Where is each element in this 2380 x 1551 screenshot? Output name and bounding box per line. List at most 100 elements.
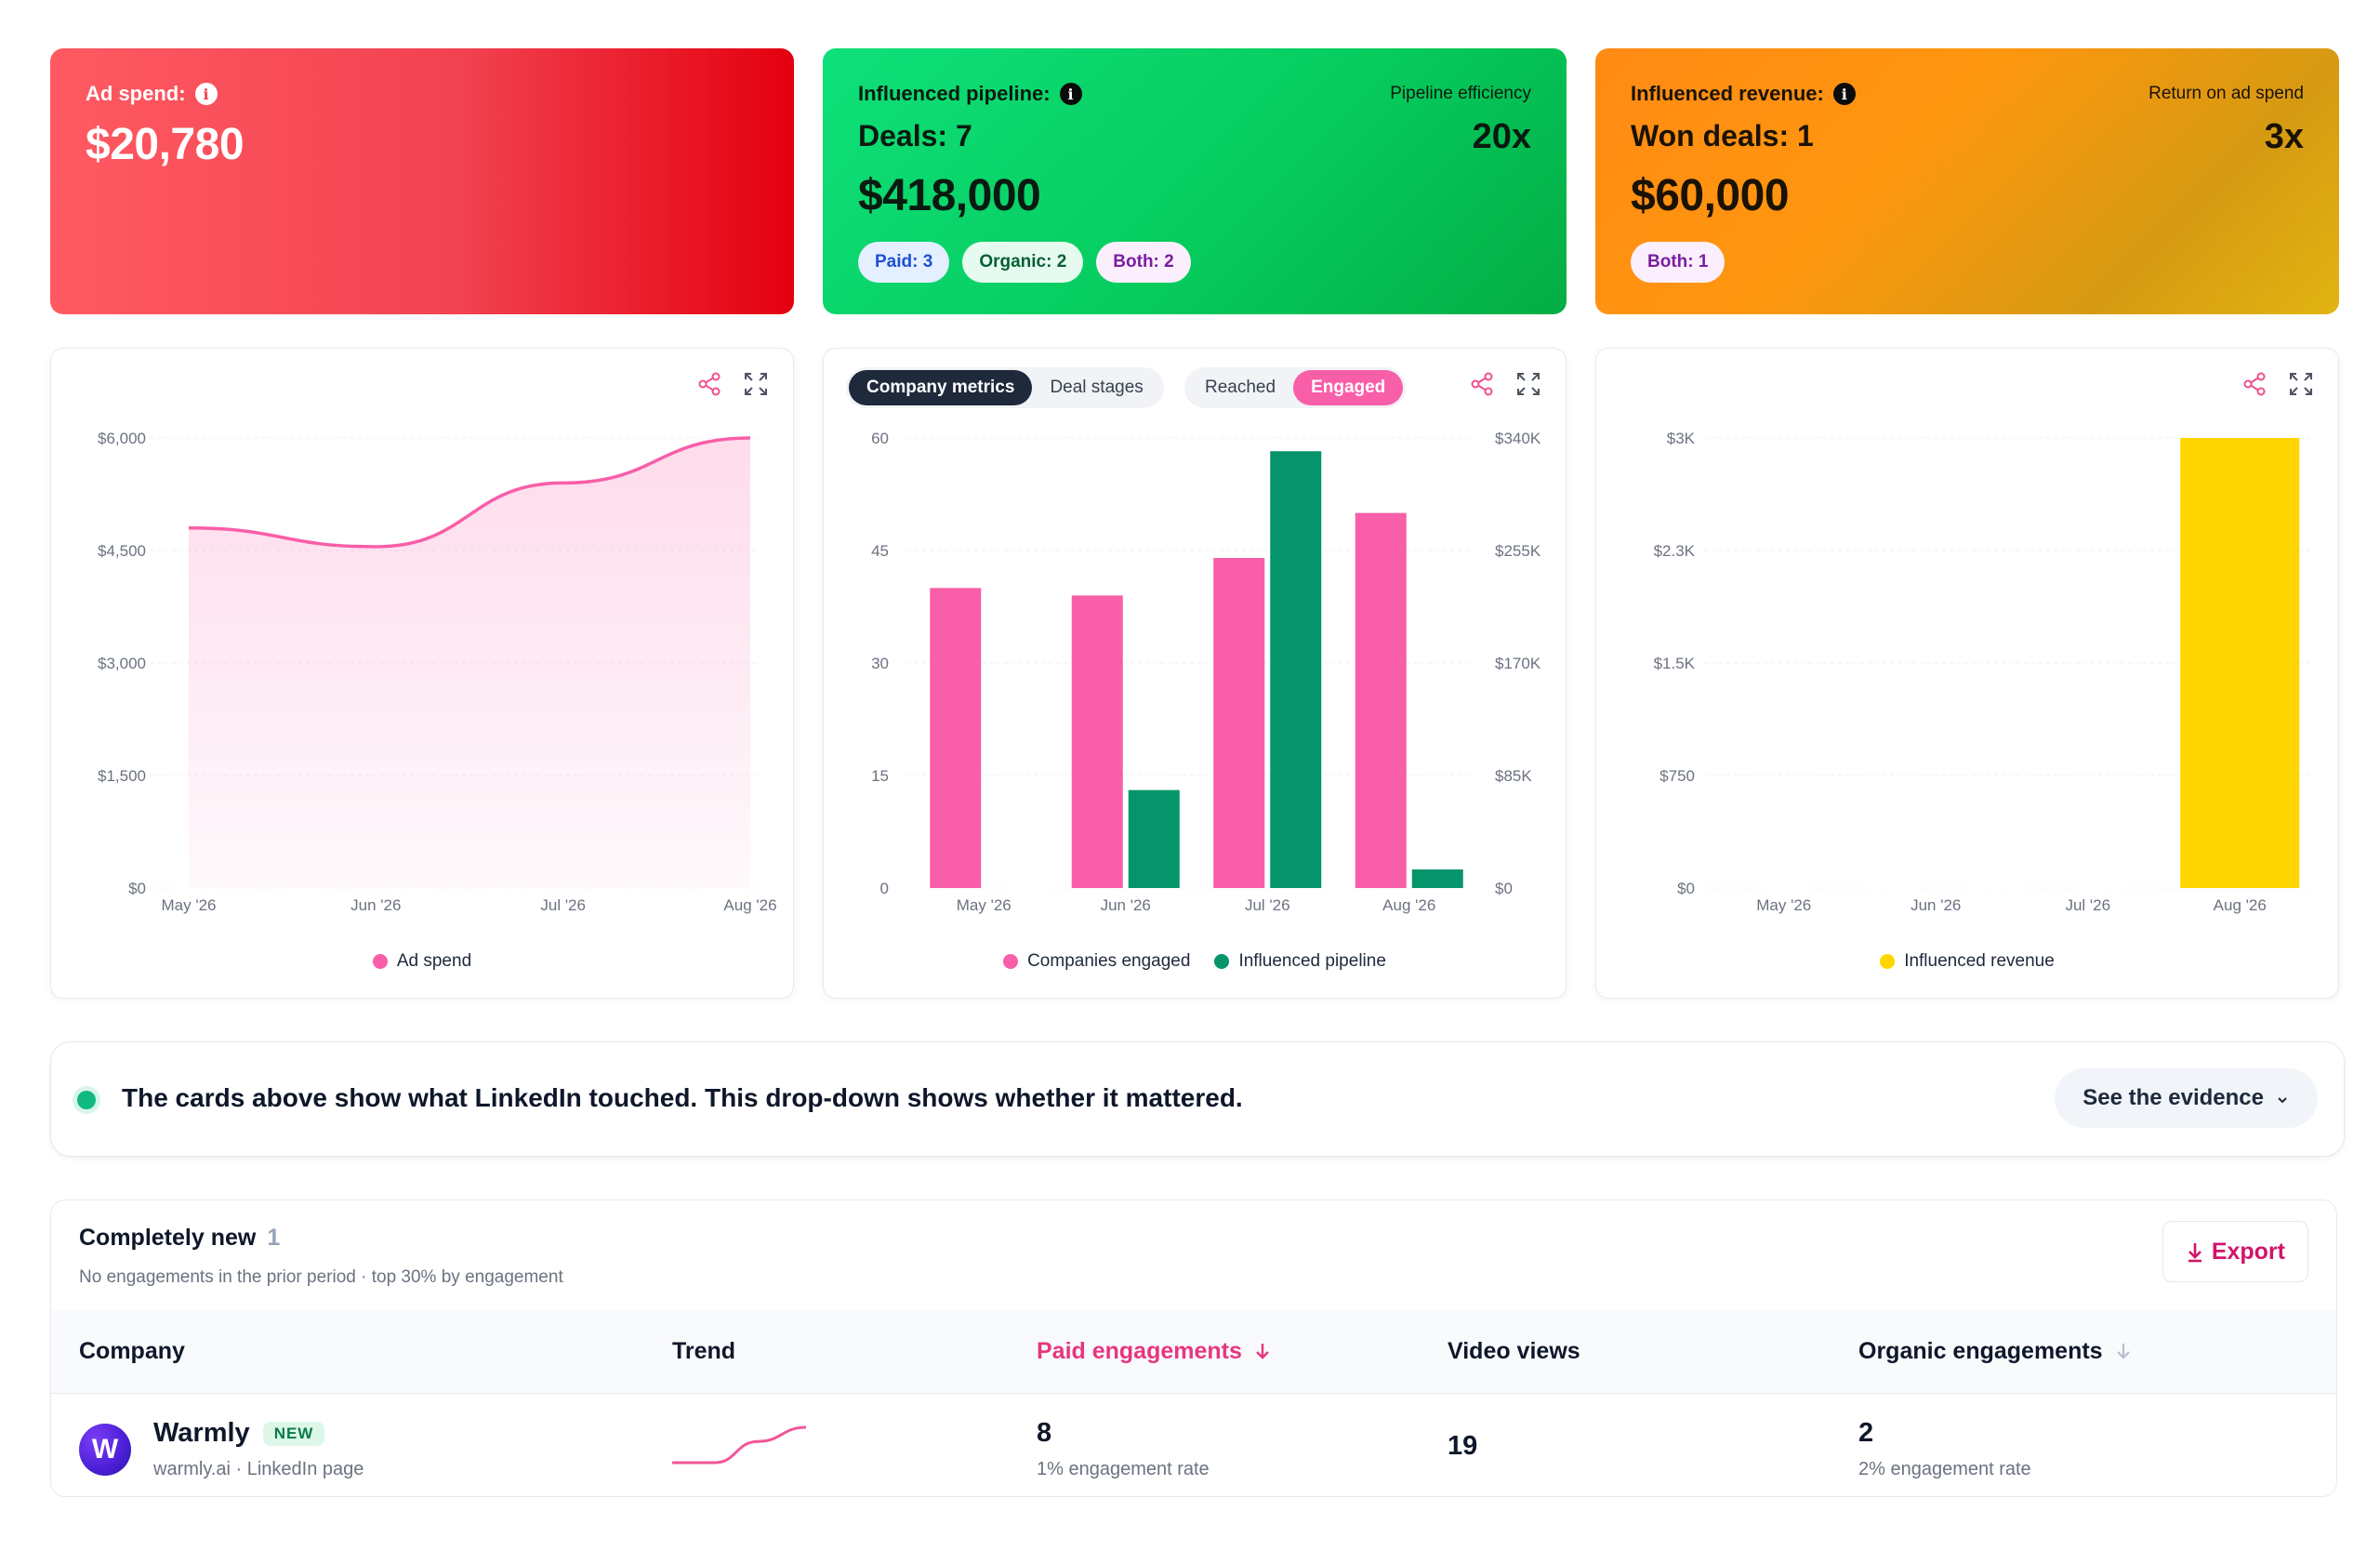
revenue-deals: Won deals: 1 [1631,119,1814,152]
column-paid-engagements[interactable]: Paid engagements [1037,1338,1271,1365]
x-tick-label: Jul '26 [540,896,586,914]
info-icon[interactable]: i [1832,83,1856,105]
paid-engagements-value: 8 [1037,1418,1052,1448]
legend-item[interactable]: Influenced revenue [1880,951,2055,972]
both-pill[interactable]: Both: 2 [1096,242,1191,283]
expand-icon[interactable] [2284,367,2318,401]
tab-company-metrics[interactable]: Company metrics [849,370,1033,405]
tab-engaged[interactable]: Engaged [1293,370,1404,405]
export-label: Export [2211,1238,2285,1265]
revenue-legend: Influenced revenue [1596,951,2338,972]
status-dot [77,1091,96,1109]
pipeline-efficiency: Pipeline efficiency 20x [1390,84,1531,157]
tab-deal-stages[interactable]: Deal stages [1050,378,1144,397]
x-tick-label: Aug '26 [1382,896,1435,914]
banner-text: The cards above show what LinkedIn touch… [122,1083,1243,1112]
y-tick-label-left: 15 [871,767,889,785]
y-tick-label-right: $85K [1495,767,1532,785]
company-metrics-chart-card: Company metrics Deal stages Reached Enga… [823,348,1567,999]
info-icon[interactable]: i [194,83,218,105]
x-tick-label: Jul '26 [2065,896,2110,914]
pipeline-efficiency-label: Pipeline efficiency [1390,84,1531,103]
column-company[interactable]: Company [79,1338,185,1364]
column-organic-engagements[interactable]: Organic engagements [1858,1338,2132,1365]
revenue-value: $60,000 [1631,171,1790,220]
pipeline-value: $418,000 [858,171,1041,220]
influenced-pipeline-bar [1411,869,1463,888]
legend-item[interactable]: Influenced pipeline [1214,951,1386,972]
share-icon[interactable] [2238,367,2271,401]
paid-pill[interactable]: Paid: 3 [858,242,950,283]
legend-dot [1214,954,1230,969]
company-subtitle: warmly.ai · LinkedIn page [153,1459,364,1479]
y-tick-label: $2.3K [1654,542,1696,560]
pipeline-card: Influenced pipeline: i Deals: 7 $418,000… [823,48,1567,314]
ad-spend-value: $20,780 [86,120,245,169]
see-evidence-button[interactable]: See the evidence [2055,1068,2318,1128]
legend-dot [1880,954,1896,969]
share-icon[interactable] [693,367,726,401]
expand-icon[interactable] [739,367,773,401]
companies-engaged-bar [1355,512,1407,888]
revenue-label: Influenced revenue: [1631,82,1824,105]
evidence-banner: The cards above show what LinkedIn touch… [50,1041,2345,1157]
column-trend[interactable]: Trend [672,1338,736,1364]
companies-table-card: Completely new 1 No engagements in the pr… [50,1200,2337,1497]
company-name[interactable]: Warmly NEW [153,1418,325,1449]
see-evidence-label: See the evidence [2082,1085,2264,1110]
y-tick-label: $0 [1677,880,1695,897]
revenue-chart: $0 $750 $1.5K $2.3K $3K May '26 Jun '26 Jul '26… [1654,430,2312,914]
reach-toggle: Reached Engaged [1184,367,1407,408]
table-header: Company Trend Paid engagements Video vie… [51,1310,2336,1394]
chevron-down-icon [2278,1097,2287,1104]
table-title: Completely new 1 [79,1225,280,1252]
table-count: 1 [267,1225,281,1251]
y-tick-label: $3,000 [98,655,146,672]
both-pill[interactable]: Both: 1 [1631,242,1726,283]
legend-label: Ad spend [396,951,472,971]
y-tick-label: $4,500 [98,542,146,560]
y-tick-label-right: $0 [1495,880,1513,897]
x-tick-label: Jun '26 [1911,896,1961,914]
avatar: W [79,1424,131,1476]
download-icon [2188,1243,2202,1263]
expand-icon[interactable] [1512,367,1545,401]
revenue-pills: Both: 1 [1631,242,2304,283]
pipeline-deals: Deals: 7 [858,119,972,152]
organic-engagements-value: 2 [1858,1418,1874,1448]
company-metrics-legend: Companies engaged Influenced pipeline [824,951,1566,972]
info-icon[interactable]: i [1059,83,1082,105]
influenced-pipeline-bar [1128,789,1180,888]
companies-engaged-bar [1213,558,1265,888]
export-button[interactable]: Export [2162,1221,2308,1282]
legend-label: Influenced pipeline [1238,951,1386,971]
table-row[interactable]: W Warmly NEW warmly.ai · LinkedIn page 8 … [51,1394,2336,1496]
y-tick-label-right: $340K [1495,430,1541,447]
new-badge: NEW [262,1422,325,1447]
y-tick-label-right: $255K [1495,542,1541,560]
y-tick-label: $750 [1659,767,1695,785]
y-tick-label: $1.5K [1654,655,1696,672]
organic-pill[interactable]: Organic: 2 [962,242,1084,283]
ad-spend-card: Ad spend: i $20,780 [50,48,794,314]
y-tick-label-left: 60 [871,430,889,447]
tab-reached[interactable]: Reached [1205,378,1276,397]
ad-spend-line [188,436,751,549]
x-tick-label: Aug '26 [723,896,776,914]
legend-item[interactable]: Ad spend [372,951,472,972]
roas-label: Return on ad spend [2149,84,2304,103]
ad-spend-legend: Ad spend [51,951,793,972]
revenue-chart-card: $0 $750 $1.5K $2.3K $3K May '26 Jun '26 Jul '26… [1595,348,2339,999]
legend-item[interactable]: Companies engaged [1003,951,1190,972]
y-tick-label: $1,500 [98,767,146,785]
column-video-views[interactable]: Video views [1448,1338,1580,1364]
ad-spend-label: Ad spend: [86,82,186,105]
companies-engaged-bar [1071,595,1123,888]
column-paid-label: Paid engagements [1037,1338,1242,1364]
pipeline-efficiency-value: 20x [1472,117,1531,156]
share-icon[interactable] [1465,367,1499,401]
table-subtitle: No engagements in the prior period · top… [79,1267,563,1287]
y-tick-label-left: 30 [871,655,889,672]
x-tick-label: May '26 [162,896,217,914]
y-tick-label-left: 0 [880,880,889,897]
